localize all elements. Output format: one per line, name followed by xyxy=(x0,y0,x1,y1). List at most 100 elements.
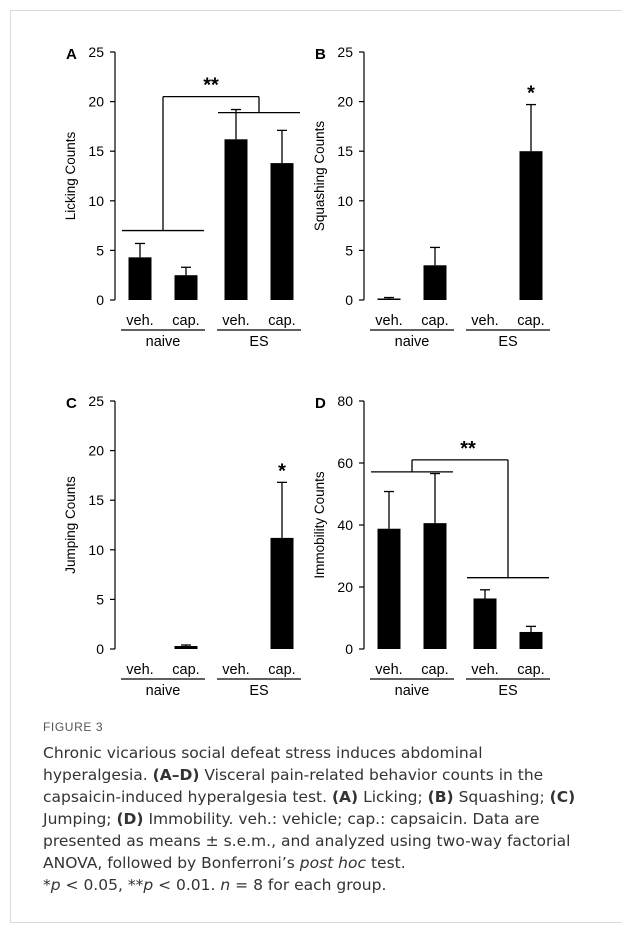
bar-d-4 xyxy=(519,631,543,649)
frame-top-border xyxy=(10,10,622,11)
caption-p-symbol-1: p xyxy=(50,876,61,894)
category-label-d-3: veh. xyxy=(471,662,498,678)
bar-c-4 xyxy=(270,537,294,649)
category-label-a-3: veh. xyxy=(222,313,249,329)
category-label-b-3: veh. xyxy=(471,313,498,329)
y-tick-label-c-5: 5 xyxy=(96,591,104,607)
caption-ref-a: (A) xyxy=(331,788,359,806)
y-tick-label-c-20: 20 xyxy=(88,443,104,459)
frame-bottom-border xyxy=(10,922,622,923)
y-tick-label-b-10: 10 xyxy=(337,193,353,209)
y-tick-label-a-20: 20 xyxy=(88,94,104,110)
category-label-c-2: cap. xyxy=(172,662,199,678)
category-label-a-2: cap. xyxy=(172,313,199,329)
group-label-b-1: naive xyxy=(395,334,430,350)
y-tick-label-c-15: 15 xyxy=(88,492,104,508)
y-tick-label-d-60: 60 xyxy=(337,455,353,471)
category-label-b-2: cap. xyxy=(421,313,448,329)
panel-letter-b: B xyxy=(315,46,326,63)
category-label-c-4: cap. xyxy=(268,662,295,678)
group-label-a-2: ES xyxy=(249,334,268,350)
y-tick-label-b-5: 5 xyxy=(345,242,353,258)
panel-letter-c: C xyxy=(66,395,77,412)
y-axis-label-d: Immobility Counts xyxy=(312,471,327,579)
y-tick-label-a-15: 15 xyxy=(88,143,104,159)
category-label-d-1: veh. xyxy=(375,662,402,678)
bar-a-3 xyxy=(224,139,248,300)
caption-after-posthoc: test. xyxy=(370,854,406,872)
y-tick-label-b-20: 20 xyxy=(337,94,353,110)
caption-text-all: Visceral pain-related behavior counts in… xyxy=(43,766,544,806)
group-label-d-1: naive xyxy=(395,683,430,699)
charts-canvas: A 0 5 10 15 20 25 Licking Counts veh. cap. veh. cap… xyxy=(63,44,550,699)
caption-posthoc: post hoc xyxy=(299,854,367,872)
y-tick-label-c-25: 25 xyxy=(88,393,104,409)
bar-a-2 xyxy=(174,275,198,300)
caption-sig2-text: < 0.01. xyxy=(158,876,216,894)
significance-stars-d: ** xyxy=(460,438,476,460)
frame-left-border xyxy=(10,10,11,923)
group-label-b-2: ES xyxy=(498,334,517,350)
y-tick-label-d-0: 0 xyxy=(345,641,353,657)
bar-d-1 xyxy=(377,528,401,649)
bar-d-2 xyxy=(423,523,447,649)
category-label-d-2: cap. xyxy=(421,662,448,678)
y-tick-label-a-5: 5 xyxy=(96,242,104,258)
y-tick-label-d-20: 20 xyxy=(337,579,353,595)
group-label-c-1: naive xyxy=(146,683,181,699)
significance-star-b: * xyxy=(527,83,535,105)
significance-stars-a: ** xyxy=(203,75,219,97)
caption-text-b: Squashing; xyxy=(458,788,545,806)
y-tick-label-b-25: 25 xyxy=(337,44,353,60)
y-axis-label-b: Squashing Counts xyxy=(312,121,327,232)
y-axis-label-c: Jumping Counts xyxy=(63,476,78,574)
figure-caption: Chronic vicarious social defeat stress i… xyxy=(43,742,583,896)
caption-n-symbol: n xyxy=(220,876,231,894)
category-label-a-4: cap. xyxy=(268,313,295,329)
caption-p-symbol-2: p xyxy=(143,876,154,894)
bar-b-2 xyxy=(423,265,447,300)
bar-a-1 xyxy=(128,257,152,300)
y-tick-label-c-0: 0 xyxy=(96,641,104,657)
y-tick-label-d-40: 40 xyxy=(337,517,353,533)
category-label-a-1: veh. xyxy=(126,313,153,329)
group-label-d-2: ES xyxy=(498,683,517,699)
category-label-b-4: cap. xyxy=(517,313,544,329)
category-label-c-3: veh. xyxy=(222,662,249,678)
caption-ref-d: (D) xyxy=(116,810,144,828)
group-label-a-1: naive xyxy=(146,334,181,350)
y-tick-label-a-10: 10 xyxy=(88,193,104,209)
y-tick-label-b-15: 15 xyxy=(337,143,353,159)
y-tick-label-a-25: 25 xyxy=(88,44,104,60)
caption-title: Chronic vicarious social defeat stress i… xyxy=(43,744,483,784)
caption-sig1-text: < 0.05, xyxy=(65,876,123,894)
category-label-d-4: cap. xyxy=(517,662,544,678)
figure-label: FIGURE 3 xyxy=(43,720,104,734)
bar-c-2 xyxy=(174,646,198,649)
bar-d-3 xyxy=(473,598,497,649)
caption-text-c: Jumping; xyxy=(43,810,112,828)
caption-sig2-star: ** xyxy=(127,876,144,894)
category-label-b-1: veh. xyxy=(375,313,402,329)
caption-text-d: Immobility. veh.: vehicle; cap.: capsaic… xyxy=(43,810,571,872)
significance-star-c: * xyxy=(278,460,286,482)
y-axis-label-a: Licking Counts xyxy=(63,131,78,220)
category-label-c-1: veh. xyxy=(126,662,153,678)
bar-b-4 xyxy=(519,151,543,300)
panel-letter-d: D xyxy=(315,395,326,412)
caption-ref-c: (C) xyxy=(549,788,576,806)
bar-a-4 xyxy=(270,163,294,300)
panel-letter-a: A xyxy=(66,46,77,63)
y-tick-label-b-0: 0 xyxy=(345,292,353,308)
group-label-c-2: ES xyxy=(249,683,268,699)
y-tick-label-d-80: 80 xyxy=(337,393,353,409)
caption-ref-b: (B) xyxy=(427,788,454,806)
caption-ref-all: (A–D) xyxy=(152,766,200,784)
bar-b-1 xyxy=(377,298,401,300)
caption-sig1-star: * xyxy=(43,876,51,894)
caption-text-a: Licking; xyxy=(363,788,423,806)
caption-n-text: = 8 for each group. xyxy=(235,876,387,894)
y-tick-label-a-0: 0 xyxy=(96,292,104,308)
y-tick-label-c-10: 10 xyxy=(88,542,104,558)
